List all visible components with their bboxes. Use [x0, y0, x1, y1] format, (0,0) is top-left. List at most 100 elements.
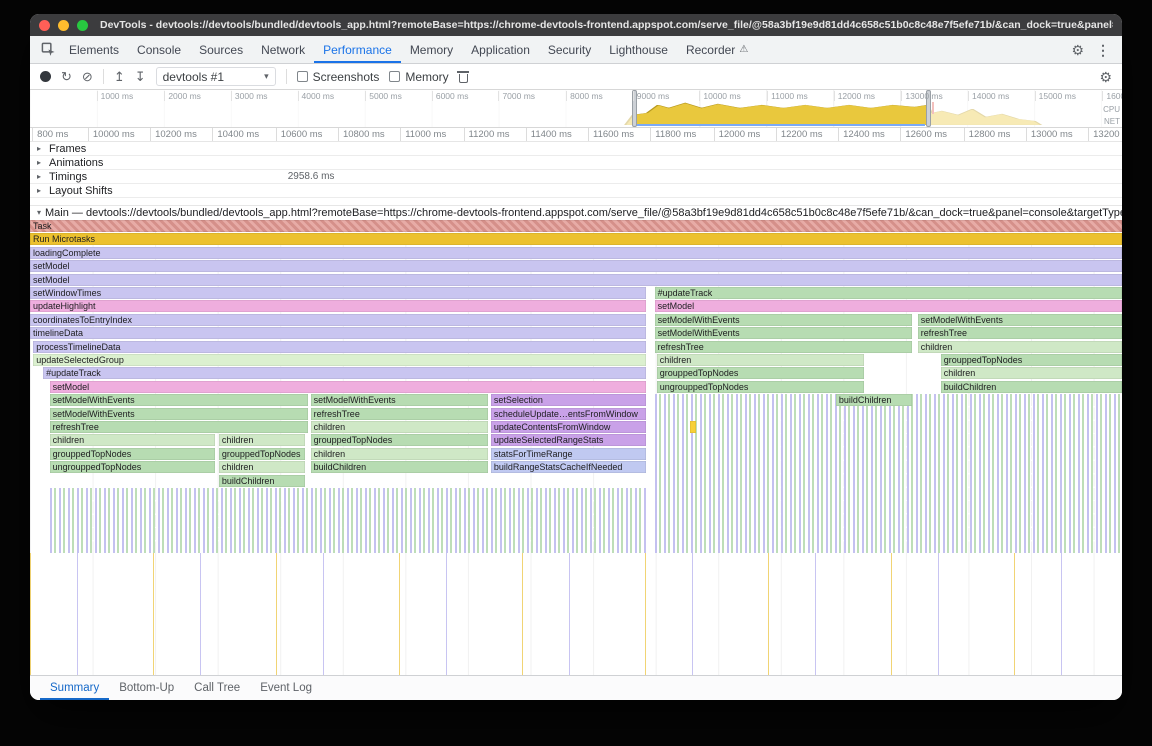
flame-bar-children[interactable]: children [218, 434, 306, 447]
overview-pane[interactable]: CPU NET 1000 ms 2000 ms 3000 ms 4000 ms 5000… [30, 90, 1122, 128]
flame-bar[interactable] [689, 421, 697, 433]
flame-bar-refreshtree[interactable]: refreshTree [49, 421, 309, 433]
tab-elements[interactable]: Elements [60, 36, 128, 63]
flame-bar-children[interactable]: children [310, 421, 488, 433]
clear-icon[interactable]: ⊘ [81, 69, 93, 84]
flame-bar-ungrouppedtopnodes[interactable]: ungrouppedTopNodes [49, 461, 215, 474]
close-button[interactable] [39, 19, 50, 31]
flame-bar-task[interactable]: Task [30, 220, 1122, 232]
flame-bar-children[interactable]: children [49, 434, 215, 447]
flame-bar-grouppedtopnodes[interactable]: grouppedTopNodes [310, 434, 488, 447]
flame-bar-setmodel[interactable]: setModel [49, 380, 646, 393]
main-track-header[interactable]: ▾ Main — devtools://devtools/bundled/dev… [30, 206, 1122, 220]
flame-bar-children[interactable]: children [218, 461, 306, 474]
flame-bar-updatetrack[interactable]: #updateTrack [654, 287, 1122, 299]
flame-bar-grouppedtopnodes[interactable]: grouppedTopNodes [218, 447, 306, 460]
tab-security[interactable]: Security [539, 36, 600, 63]
flame-bar-processtimelinedata[interactable]: processTimelineData [33, 340, 646, 353]
tab-lighthouse[interactable]: Lighthouse [600, 36, 677, 63]
load-profile-icon[interactable]: ↥ [113, 69, 125, 84]
flame-bar-setmodel[interactable]: setModel [654, 300, 1122, 313]
track-layout-shifts[interactable]: ▸ Layout Shifts [30, 184, 1122, 198]
flame-bar-setselection[interactable]: setSelection [490, 394, 646, 407]
disclosure-closed-icon[interactable]: ▸ [37, 185, 42, 195]
flame-bar-run-microtasks[interactable]: Run Microtasks [30, 233, 1122, 246]
disclosure-closed-icon[interactable]: ▸ [37, 171, 42, 181]
flame-bar-buildrangestatscacheifneeded[interactable]: buildRangeStatsCacheIfNeeded [490, 461, 646, 474]
settings-gear-icon[interactable]: ⚙ [1071, 41, 1084, 58]
flame-bar-setmodelwithevents[interactable]: setModelWithEvents [917, 313, 1122, 326]
minimize-button[interactable] [58, 19, 69, 31]
flame-bar-children[interactable]: children [310, 447, 488, 460]
bottom-tab-summary[interactable]: Summary [40, 678, 110, 700]
disclosure-closed-icon[interactable]: ▸ [37, 143, 42, 153]
memory-checkbox-group[interactable]: Memory [389, 70, 449, 84]
profile-select[interactable]: devtools #1 ▾ [155, 67, 276, 86]
memory-checkbox[interactable] [389, 71, 401, 82]
flame-bar-loadingcomplete[interactable]: loadingComplete [30, 246, 1122, 259]
delete-recording-icon[interactable] [457, 71, 470, 83]
disclosure-open-icon[interactable]: ▾ [37, 208, 42, 217]
flame-bar-setmodelwithevents[interactable]: setModelWithEvents [310, 394, 488, 407]
flame-bar-setwindowtimes[interactable]: setWindowTimes [30, 287, 646, 299]
flame-bar-buildchildren[interactable]: buildChildren [835, 394, 913, 407]
disclosure-closed-icon[interactable]: ▸ [37, 157, 42, 167]
flame-bar-setmodel[interactable]: setModel [30, 273, 1122, 286]
tab-console[interactable]: Console [128, 36, 190, 63]
save-profile-icon[interactable]: ↧ [134, 69, 146, 84]
overview-handle-right[interactable] [925, 90, 931, 127]
capture-settings-gear-icon[interactable]: ⚙ [1099, 68, 1112, 85]
flame-bar-setmodelwithevents[interactable]: setModelWithEvents [654, 313, 913, 326]
tab-network[interactable]: Network [252, 36, 314, 63]
flame-bar-refreshtree[interactable]: refreshTree [310, 407, 488, 420]
flame-chart[interactable]: Task Run Microtasks loadingComplete setMode… [30, 220, 1122, 675]
bottom-tab-event-log[interactable]: Event Log [260, 682, 312, 694]
flame-bar-coordinatestoentryindex[interactable]: coordinatesToEntryIndex [30, 313, 646, 326]
flame-bar-buildchildren[interactable]: buildChildren [310, 461, 488, 474]
track-animations[interactable]: ▸ Animations [30, 156, 1122, 170]
screenshots-checkbox-group[interactable]: Screenshots [296, 70, 379, 84]
tab-sources[interactable]: Sources [190, 36, 252, 63]
inspect-element-icon[interactable] [36, 42, 60, 57]
flame-bar-setmodel[interactable]: setModel [30, 260, 1122, 273]
flame-bar-statsfortimerange[interactable]: statsForTimeRange [490, 447, 646, 460]
tab-performance[interactable]: Performance [314, 36, 401, 63]
flame-bar-timelinedata[interactable]: timelineData [30, 327, 646, 340]
overview-handle-left[interactable] [631, 90, 637, 127]
flame-bar-refreshtree[interactable]: refreshTree [917, 327, 1122, 340]
tab-recorder[interactable]: Recorder ⚠ [677, 36, 757, 63]
flame-bar-updateselectedrangestats[interactable]: updateSelectedRangeStats [490, 434, 646, 447]
flame-bar-updatetrack[interactable]: #updateTrack [43, 367, 646, 380]
ruler-time-label: 12600 ms [900, 128, 947, 141]
flame-bar-scheduleupdate-entsfromwindow[interactable]: scheduleUpdate…entsFromWindow [490, 407, 646, 420]
flame-bar-setmodelwithevents[interactable]: setModelWithEvents [49, 394, 309, 407]
flame-bar-setmodelwithevents[interactable]: setModelWithEvents [654, 327, 913, 340]
more-options-icon[interactable]: ⋮ [1096, 41, 1110, 58]
flame-bar-children[interactable]: children [656, 354, 865, 366]
flame-bar-grouppedtopnodes[interactable]: grouppedTopNodes [940, 354, 1122, 366]
flame-bar-ungrouppedtopnodes[interactable]: ungrouppedTopNodes [656, 380, 865, 393]
track-frames[interactable]: ▸ Frames [30, 142, 1122, 156]
flame-bar-refreshtree[interactable]: refreshTree [654, 340, 913, 353]
flame-bar-updatehighlight[interactable]: updateHighlight [30, 300, 646, 313]
flame-bar-setmodelwithevents[interactable]: setModelWithEvents [49, 407, 309, 420]
track-timings[interactable]: ▸ Timings 2958.6 ms [30, 170, 1122, 184]
bottom-tab-bottom-up[interactable]: Bottom-Up [119, 682, 175, 694]
flame-bar-updateselectedgroup[interactable]: updateSelectedGroup [33, 354, 646, 366]
tab-memory[interactable]: Memory [401, 36, 462, 63]
reload-and-record-icon[interactable]: ↻ [61, 69, 72, 84]
tab-application[interactable]: Application [462, 36, 539, 63]
flame-bar-grouppedtopnodes[interactable]: grouppedTopNodes [49, 447, 215, 460]
flame-bar-children[interactable]: children [917, 340, 1122, 353]
flame-bar-buildchildren[interactable]: buildChildren [940, 380, 1122, 393]
flame-bar-children[interactable]: children [940, 367, 1122, 380]
zoom-button[interactable] [77, 19, 88, 31]
record-button[interactable] [40, 71, 51, 82]
flame-bar-updatecontentsfromwindow[interactable]: updateContentsFromWindow [490, 421, 646, 433]
flame-bar-buildchildren[interactable]: buildChildren [218, 474, 306, 487]
screenshots-checkbox[interactable] [296, 71, 308, 82]
time-ruler[interactable]: 800 ms 10000 ms 10200 ms 10400 ms 10600 ms 10… [30, 128, 1122, 142]
bottom-tab-call-tree[interactable]: Call Tree [194, 682, 241, 694]
tab-label: Lighthouse [609, 42, 668, 57]
flame-bar-grouppedtopnodes[interactable]: grouppedTopNodes [656, 367, 865, 380]
